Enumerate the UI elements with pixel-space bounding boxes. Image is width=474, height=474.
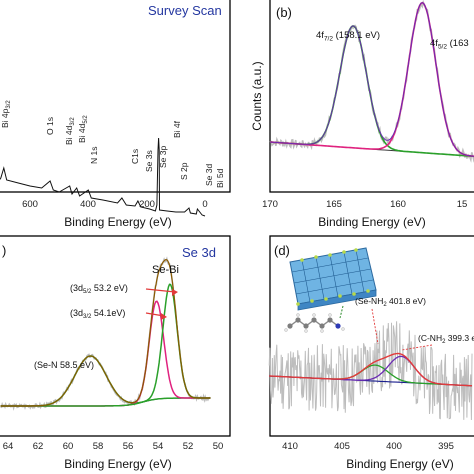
peak-label-se3d: Se 3d bbox=[204, 164, 214, 186]
envelope-line bbox=[269, 2, 474, 157]
panel-c-sen-label: (Se-N 58.5 eV) bbox=[34, 360, 94, 370]
green-fit-line bbox=[0, 355, 211, 407]
panel-c-tag: ) bbox=[2, 243, 6, 258]
peak-label-s2p: S 2p bbox=[179, 162, 189, 180]
panel-a-title: Survey Scan bbox=[148, 3, 222, 18]
peak-label-bi4f: Bi 4f bbox=[172, 120, 182, 138]
tick-label: 160 bbox=[390, 199, 406, 210]
baseline-line bbox=[0, 397, 211, 407]
panel-c-xticks: 64 62 60 58 56 54 52 50 bbox=[3, 441, 224, 452]
crystal-slab-edge bbox=[297, 289, 377, 311]
panel-a-frame bbox=[0, 0, 231, 193]
panel-a-spectrum bbox=[0, 137, 206, 217]
tick-label: 410 bbox=[282, 441, 298, 452]
tick-label: 50 bbox=[213, 441, 224, 452]
peak-label-o1s: O 1s bbox=[45, 117, 55, 135]
panel-c-sebi-label: Se-Bi bbox=[152, 264, 179, 276]
panel-a: Survey Scan Bi 4p3/2 O 1s Bi 4d3/2 Bi 4d… bbox=[0, 0, 231, 229]
envelope-line bbox=[269, 352, 472, 387]
peak-label-bi4d32: Bi 4d3/2 bbox=[64, 117, 76, 145]
panel-b-xticks: 170 165 160 15 bbox=[262, 199, 467, 210]
tick-label: 170 bbox=[262, 199, 278, 210]
envelope-line bbox=[0, 258, 211, 407]
panel-b-xlabel: Binding Energy (eV) bbox=[318, 215, 425, 229]
panel-d: (d) bbox=[268, 235, 474, 471]
crystal-bond-link bbox=[339, 305, 344, 319]
panel-d-xlabel: Binding Energy (eV) bbox=[346, 457, 453, 471]
panel-c-title: Se 3d bbox=[182, 245, 216, 260]
panel-b-tag: (b) bbox=[276, 5, 292, 20]
survey-spectrum-line bbox=[0, 137, 206, 217]
raw-data-line bbox=[269, 0, 474, 163]
panel-c-peak-label-2: (3d3/2 54.1eV) bbox=[70, 308, 125, 320]
tick-label: 56 bbox=[123, 441, 134, 452]
tick-label: 54 bbox=[153, 441, 164, 452]
panel-d-curves bbox=[268, 321, 473, 421]
tick-label: 64 bbox=[3, 441, 14, 452]
panel-b-curves bbox=[269, 0, 474, 163]
panel-d-peak-label-2: (C-NH2 399.3 e bbox=[418, 333, 474, 345]
tick-label: 400 bbox=[386, 441, 402, 452]
tick-label: 60 bbox=[63, 441, 74, 452]
amine-chain-hydrogens bbox=[284, 313, 345, 333]
raw-data-line bbox=[0, 256, 212, 411]
panel-d-frame bbox=[269, 235, 474, 437]
tick-label: 15 bbox=[457, 199, 468, 210]
tick-label: 200 bbox=[139, 199, 155, 210]
panel-d-peak-label-1: (Se-NH2 401.8 eV) bbox=[355, 296, 426, 308]
peak-label-c1s: C1s bbox=[130, 149, 140, 164]
panel-b: (b) Counts (a.u.) 4f7/2 (158.1 eV) 4f5/2… bbox=[250, 0, 474, 229]
peak-label-n1s: N 1s bbox=[89, 147, 99, 164]
tick-label: 400 bbox=[80, 199, 96, 210]
panel-a-xlabel: Binding Energy (eV) bbox=[64, 215, 171, 229]
tick-label: 395 bbox=[438, 441, 454, 452]
tick-label: 58 bbox=[93, 441, 104, 452]
panel-d-tag: (d) bbox=[274, 243, 290, 258]
panel-d-arrow-1 bbox=[371, 308, 379, 345]
panel-d-arrow-2 bbox=[401, 344, 433, 351]
tick-label: 165 bbox=[326, 199, 342, 210]
panel-c: ) Se 3d Se-Bi (3d5/2 53.2 eV) (3d3/2 54.… bbox=[0, 235, 231, 471]
panel-d-xticks: 410 405 400 395 bbox=[282, 441, 454, 452]
peak-label-bi4d52: Bi 4d5/2 bbox=[77, 115, 89, 143]
panel-c-curves bbox=[0, 256, 212, 411]
panel-c-arrow-1 bbox=[145, 288, 176, 293]
panel-b-frame bbox=[269, 0, 474, 193]
magenta-fit-line bbox=[269, 1, 474, 158]
tick-label: 52 bbox=[183, 441, 194, 452]
panel-c-xlabel: Binding Energy (eV) bbox=[64, 457, 171, 471]
peak-label-bi4p: Bi 4p3/2 bbox=[0, 100, 12, 128]
tick-label: 62 bbox=[33, 441, 44, 452]
panel-c-arrowhead-1 bbox=[172, 289, 178, 296]
panel-b-peak-label-2: 4f5/2 (163 bbox=[430, 38, 469, 51]
crystal-structure-illustration bbox=[284, 247, 377, 333]
amine-chain-atoms bbox=[287, 317, 341, 329]
panel-c-arrowhead-2 bbox=[161, 313, 167, 320]
peak-label-se3s: Se 3s bbox=[144, 150, 154, 172]
peak-label-bi5d: Bi 5d bbox=[215, 168, 225, 188]
panel-b-ylabel: Counts (a.u.) bbox=[250, 61, 264, 130]
crystal-lattice-lines bbox=[291, 249, 374, 303]
panel-a-xticks: 600 400 200 0 bbox=[22, 199, 208, 210]
tick-label: 405 bbox=[334, 441, 350, 452]
crystal-atoms bbox=[296, 248, 370, 306]
tick-label: 0 bbox=[202, 199, 207, 210]
panel-b-peak-label-1: 4f7/2 (158.1 eV) bbox=[316, 30, 380, 43]
panel-a-peak-labels: Bi 4p3/2 O 1s Bi 4d3/2 Bi 4d5/2 N 1s C1s… bbox=[0, 100, 225, 188]
panel-c-peak-label-1: (3d5/2 53.2 eV) bbox=[70, 283, 128, 295]
panel-c-frame bbox=[0, 235, 231, 437]
tick-label: 600 bbox=[22, 199, 38, 210]
peak-label-se3p: Se 3p bbox=[158, 146, 168, 168]
